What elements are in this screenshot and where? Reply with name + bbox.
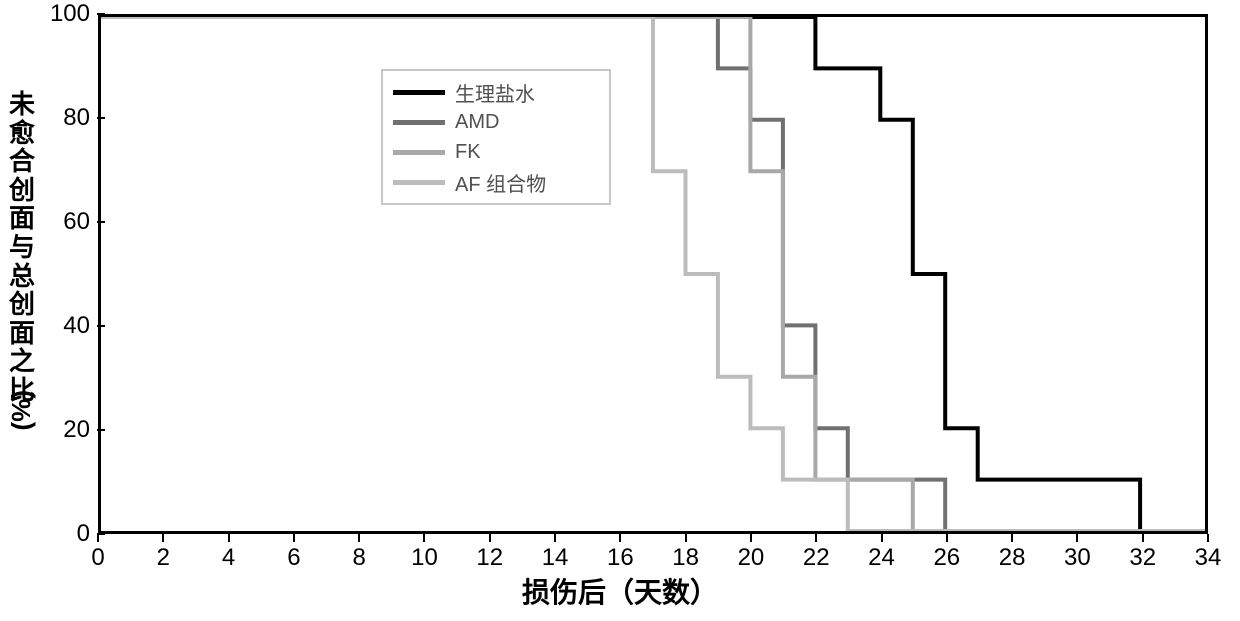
y-tick-label: 100 [14, 0, 90, 28]
x-tick-label: 12 [476, 544, 503, 572]
legend-item: AF 组合物 [393, 167, 599, 197]
legend-swatch [393, 120, 445, 125]
x-tick-label: 2 [157, 544, 170, 572]
plot-area: 生理盐水 AMD FK AF 组合物 [98, 14, 1208, 534]
x-tick-label: 10 [411, 544, 438, 572]
chart-container: 未愈合创面与总创面之比 (%) 生理盐水 AMD FK AF 组合物 损伤后（天… [0, 0, 1240, 621]
y-axis-label: 未愈合创面与总创面之比 [8, 90, 36, 405]
legend-label: AF 组合物 [455, 168, 546, 197]
x-tick-label: 18 [672, 544, 699, 572]
y-tick-label: 20 [14, 416, 90, 444]
legend-item: AMD [393, 107, 599, 137]
legend: 生理盐水 AMD FK AF 组合物 [381, 69, 611, 205]
legend-swatch [393, 150, 445, 155]
x-tick-label: 16 [607, 544, 634, 572]
legend-label: FK [455, 141, 481, 164]
x-tick-label: 0 [91, 544, 104, 572]
series-line [101, 17, 1205, 531]
x-tick-label: 4 [222, 544, 235, 572]
series-svg [101, 17, 1205, 531]
x-tick-label: 22 [803, 544, 830, 572]
legend-item: 生理盐水 [393, 77, 599, 107]
y-tick-label: 80 [14, 104, 90, 132]
legend-item: FK [393, 137, 599, 167]
x-tick-label: 24 [868, 544, 895, 572]
x-axis-label: 损伤后（天数） [0, 571, 1240, 611]
legend-label: 生理盐水 [455, 78, 535, 107]
legend-label: AMD [455, 111, 499, 134]
x-tick-label: 26 [933, 544, 960, 572]
x-tick-label: 28 [999, 544, 1026, 572]
legend-swatch [393, 90, 445, 95]
x-tick-label: 34 [1195, 544, 1222, 572]
x-tick-label: 30 [1064, 544, 1091, 572]
y-tick-label: 60 [14, 208, 90, 236]
x-tick-label: 32 [1129, 544, 1156, 572]
x-tick-label: 6 [287, 544, 300, 572]
y-tick-label: 40 [14, 312, 90, 340]
y-tick-label: 0 [14, 520, 90, 548]
legend-swatch [393, 180, 445, 185]
x-tick-label: 14 [542, 544, 569, 572]
x-tick-label: 20 [738, 544, 765, 572]
x-tick-label: 8 [352, 544, 365, 572]
